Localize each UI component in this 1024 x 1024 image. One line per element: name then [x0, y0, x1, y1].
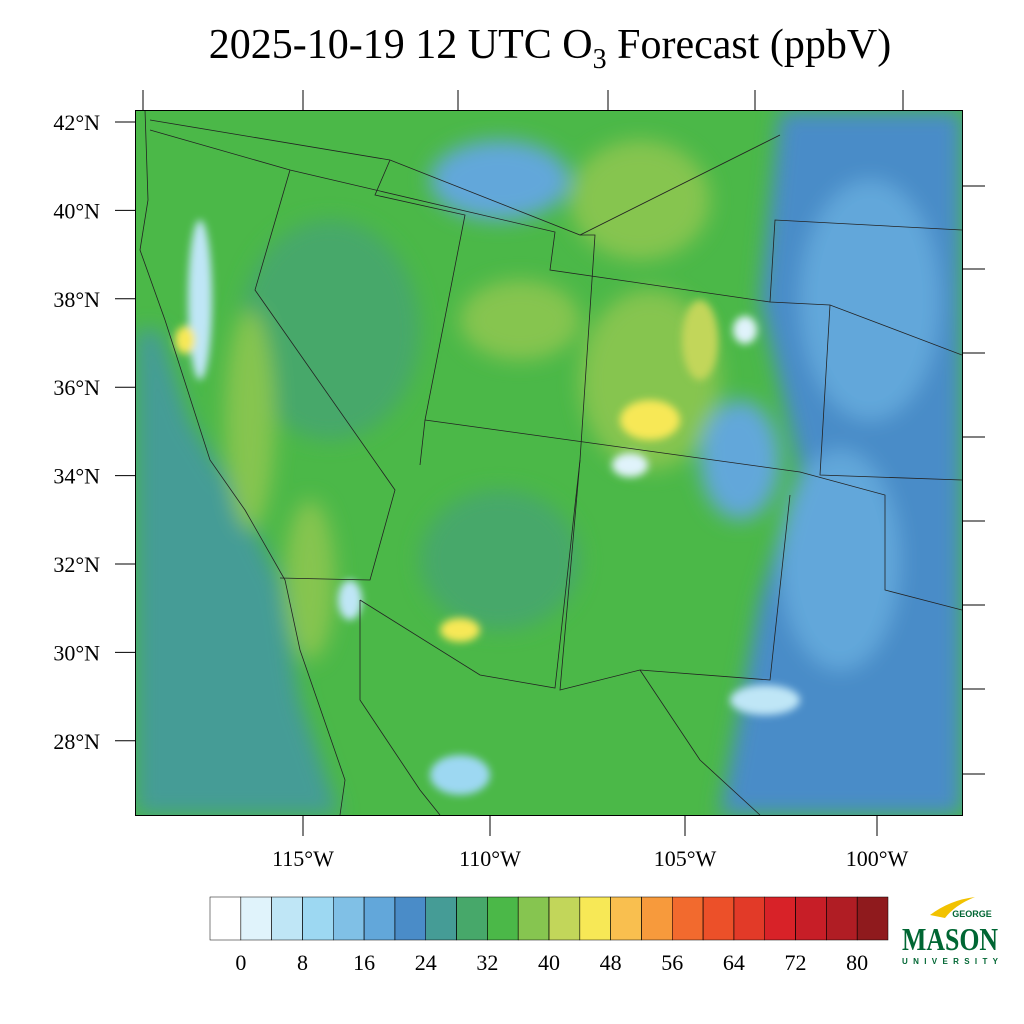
colorbar-tick-label: 24 [415, 950, 437, 975]
colorbar-box [363, 896, 396, 941]
colorbar-box [271, 896, 303, 941]
lat-label: 32°N [53, 552, 100, 577]
logo: GEORGE MASON UNIVERSITY [902, 897, 999, 966]
colorbar-box [548, 896, 581, 941]
colorbar-tick-label: 40 [538, 950, 560, 975]
colorbar-box [579, 896, 611, 941]
frame-ticks [142, 90, 985, 775]
colorbar-box [394, 896, 426, 941]
colorbar-box [517, 896, 550, 941]
lat-label: 34°N [53, 464, 100, 489]
colorbar-box [209, 896, 242, 941]
colorbar-box [795, 896, 827, 941]
colorbar-tick-label: 0 [235, 950, 246, 975]
lat-label: 36°N [53, 375, 100, 400]
colorbar-tick-label: 56 [661, 950, 683, 975]
colorbar-box [672, 896, 704, 941]
colorbar-box [610, 896, 642, 941]
lon-label: 100°W [846, 846, 909, 871]
lon-label: 110°W [459, 846, 521, 871]
colorbar-tick-label: 16 [353, 950, 375, 975]
lat-label: 40°N [53, 198, 100, 223]
colorbar: 0 8 16 24 32 40 48 56 64 72 80 [209, 896, 889, 975]
colorbar-box [333, 896, 365, 941]
lat-label: 28°N [53, 729, 100, 754]
logo-main: MASON [902, 921, 998, 957]
colorbar-tick-label: 8 [297, 950, 308, 975]
map-frame [135, 110, 963, 816]
map [136, 111, 962, 815]
colorbar-tick-label: 72 [785, 950, 807, 975]
logo-top: GEORGE [952, 909, 992, 919]
axes: 42°N 40°N 38°N 36°N 34°N 32°N 30°N 28°N 115°W 110… [53, 110, 908, 871]
colorbar-box [487, 896, 519, 941]
colorbar-box [456, 896, 488, 941]
title: 2025-10-19 12 UTC O3 Forecast (ppbV) [209, 22, 891, 75]
colorbar-box [240, 896, 272, 941]
lon-label: 115°W [272, 846, 334, 871]
colorbar-tick-label: 48 [600, 950, 622, 975]
lat-label: 30°N [53, 640, 100, 665]
colorbar-box [702, 896, 735, 941]
lat-label: 38°N [53, 287, 100, 312]
logo-bottom: UNIVERSITY [902, 957, 999, 966]
colorbar-box [826, 896, 858, 941]
colorbar-box [856, 896, 889, 941]
colorbar-box [764, 896, 796, 941]
colorbar-tick-label: 80 [846, 950, 868, 975]
colorbar-tick-label: 64 [723, 950, 745, 975]
colorbar-tick-label: 32 [476, 950, 498, 975]
colorbar-box [733, 896, 765, 941]
lat-label: 42°N [53, 110, 100, 135]
colorbar-box [425, 896, 457, 941]
colorbar-box [641, 896, 673, 941]
lon-label: 105°W [654, 846, 717, 871]
colorbar-box [302, 896, 334, 941]
